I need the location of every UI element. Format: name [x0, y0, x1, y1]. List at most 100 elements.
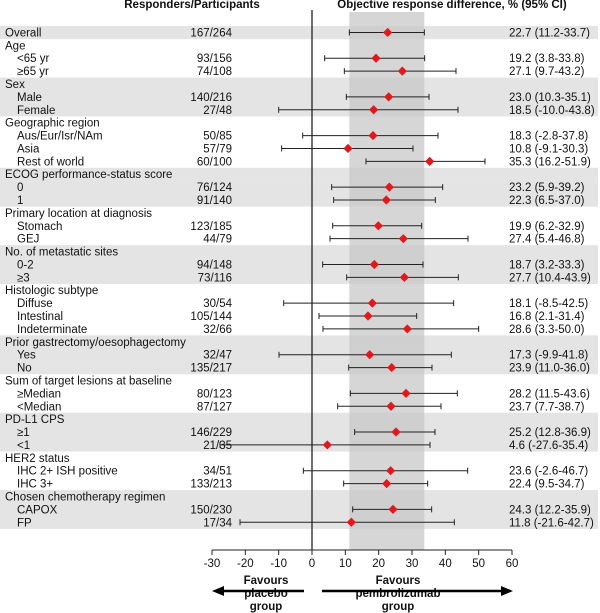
row-label: ≥3	[17, 272, 30, 284]
row-ratio: 50/85	[203, 131, 232, 143]
row-ratio: 94/148	[197, 259, 232, 271]
point-estimate-marker	[343, 143, 353, 154]
row-shade	[0, 180, 598, 194]
point-estimate-marker	[384, 92, 394, 102]
row-label: Geographic region	[5, 118, 100, 130]
row-label: <Median	[17, 401, 61, 413]
row-shade	[0, 412, 598, 426]
row-ratio: 74/108	[197, 66, 232, 78]
row-ci-text: 23.0 (10.3-35.1)	[509, 92, 591, 104]
row-label: IHC 3+	[17, 479, 53, 491]
row-ci-text: 19.9 (6.2-32.9)	[509, 221, 585, 233]
row-ci-text: 19.2 (3.8-33.8)	[509, 53, 585, 65]
row-ratio: 91/140	[197, 195, 232, 207]
row-ratio: 57/79	[203, 143, 232, 155]
favours-left-line3: group	[250, 601, 283, 613]
row-ci-text: 18.3 (-2.8-37.8)	[509, 131, 588, 143]
row-label: Rest of world	[17, 156, 84, 168]
row-ratio: 167/264	[190, 27, 232, 39]
row-label: CAPOX	[17, 504, 58, 516]
favours-right-arrow-head	[501, 586, 513, 596]
favours-left-arrow-head	[212, 586, 224, 596]
x-tick-label: 10	[339, 558, 352, 570]
row-ci-text: 27.7 (10.4-43.9)	[509, 272, 591, 284]
row-label: No. of metastatic sites	[5, 247, 118, 259]
row-ratio: 105/144	[190, 311, 232, 323]
row-label: HER2 status	[5, 453, 70, 465]
row-shade	[0, 193, 598, 207]
point-estimate-marker	[368, 130, 378, 141]
x-tick-label: 0	[309, 558, 315, 570]
row-label: ≥Median	[17, 388, 61, 400]
row-ratio: 150/230	[190, 504, 232, 516]
row-label: Primary location at diagnosis	[5, 208, 152, 220]
row-ci-text: 17.3 (-9.9-41.8)	[509, 350, 588, 362]
row-ci-text: 18.7 (3.2-33.3)	[509, 259, 585, 271]
point-estimate-marker	[371, 53, 381, 63]
favours-left-line1: Favours	[244, 575, 289, 587]
row-ratio: 73/116	[198, 272, 232, 284]
row-ci-text: 18.5 (-10.0-43.8)	[509, 105, 595, 117]
row-label: PD-L1 CPS	[5, 414, 65, 426]
row-shade	[0, 502, 598, 517]
row-shade	[0, 335, 598, 349]
point-estimate-marker	[367, 298, 377, 308]
row-ratio: 30/54	[203, 298, 232, 310]
row-label: ≥1	[17, 427, 30, 439]
row-ci-text: 18.1 (-8.5-42.5)	[509, 298, 588, 310]
point-estimate-marker	[391, 427, 401, 437]
row-ratio: 146/229	[190, 427, 232, 439]
row-ratio: 93/156	[197, 53, 232, 65]
row-ratio: 17/34	[203, 517, 232, 529]
row-shade	[0, 77, 598, 91]
x-tick-label: 20	[372, 558, 385, 570]
row-label: Stomach	[17, 221, 62, 233]
point-estimate-marker	[346, 517, 356, 527]
row-label: <65 yr	[17, 53, 49, 65]
row-shade	[0, 361, 598, 375]
row-label: Aus/Eur/Isr/NAm	[17, 131, 103, 143]
favours-right-line1: Favours	[376, 575, 421, 587]
point-estimate-marker	[384, 182, 394, 192]
row-ratio: 32/47	[203, 350, 232, 362]
x-tick-label: -10	[270, 558, 287, 570]
row-label: Male	[17, 92, 42, 104]
point-estimate-marker	[322, 440, 332, 450]
row-ci-text: 28.2 (11.5-43.6)	[509, 388, 590, 400]
x-tick-label: -20	[237, 558, 254, 570]
point-estimate-marker	[369, 259, 379, 270]
point-estimate-marker	[397, 66, 407, 76]
row-ratio: 87/127	[197, 401, 232, 413]
row-label: ECOG performance-status score	[5, 169, 172, 181]
row-label: Chosen chemotherapy regimen	[5, 491, 165, 503]
row-ratio: 60/100	[197, 156, 232, 168]
row-ratio: 76/124	[197, 182, 233, 194]
header-ratio: Responders/Participants	[124, 0, 259, 11]
row-label: 0	[17, 182, 23, 194]
row-ci-text: 27.1 (9.7-43.2)	[509, 66, 585, 78]
row-ci-text: 4.6 (-27.6-35.4)	[509, 440, 588, 452]
point-estimate-marker	[399, 272, 409, 282]
row-label: Sex	[5, 79, 25, 91]
point-estimate-marker	[401, 388, 411, 398]
row-ci-text: 28.6 (3.3-50.0)	[509, 324, 585, 336]
row-ratio: 21/35	[203, 440, 232, 452]
header-effect: Objective response difference, % (95% CI…	[337, 0, 567, 11]
row-shade	[0, 245, 598, 259]
row-shade	[0, 167, 598, 181]
row-label: Prior gastrectomy/oesophagectomy	[5, 337, 186, 349]
x-tick-label: -30	[204, 558, 221, 570]
row-label: 1	[17, 195, 23, 207]
row-label: Histologic subtype	[5, 285, 98, 297]
row-ci-text: 25.2 (12.8-36.9)	[509, 427, 591, 439]
row-ci-text: 16.8 (2.1-31.4)	[509, 311, 585, 323]
point-estimate-marker	[402, 324, 412, 334]
row-label: Overall	[5, 27, 41, 39]
row-label: Intestinal	[17, 311, 63, 323]
point-estimate-marker	[363, 311, 373, 321]
row-ci-text: 24.3 (12.2-35.9)	[509, 504, 591, 516]
row-label: No	[17, 363, 32, 375]
row-ci-text: 11.8 (-21.6-42.7)	[509, 517, 594, 529]
row-ratio: 32/66	[203, 324, 232, 336]
